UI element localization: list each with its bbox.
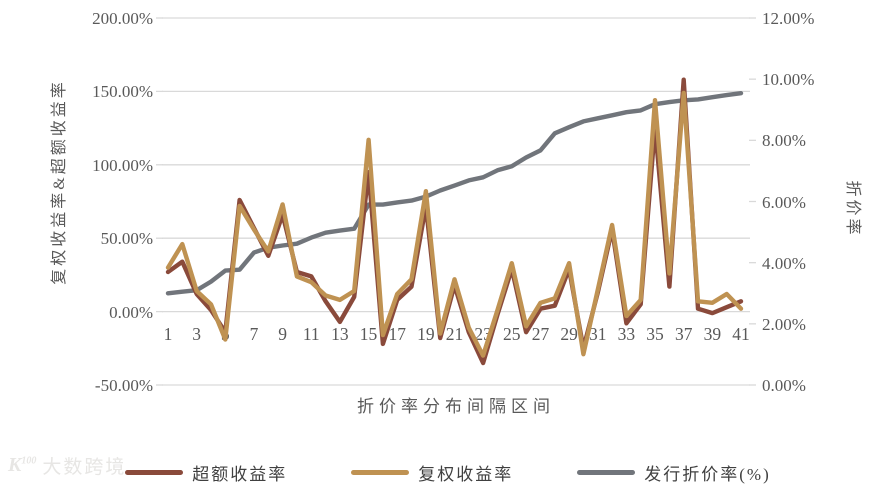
x-tick-label: 1 (164, 324, 173, 344)
x-tick-label: 27 (532, 324, 550, 344)
right-axis-tick-label: 10.00% (762, 70, 815, 90)
x-tick-label: 17 (388, 324, 406, 344)
x-tick-label: 7 (250, 324, 259, 344)
legend-swatch-issue-discount-rate (577, 470, 636, 475)
x-tick-label: 19 (417, 324, 435, 344)
x-axis-title: 折价率分布间隔区间 (357, 397, 555, 416)
x-tick-label: 11 (303, 324, 320, 344)
right-axis-tick-label: 4.00% (762, 253, 806, 273)
legend-label-adjusted-return: 复权收益率 (418, 465, 514, 484)
x-tick-label: 41 (732, 324, 750, 344)
x-tick-label: 13 (331, 324, 349, 344)
left-axis-tick-label: 50.00% (100, 229, 153, 249)
legend-swatch-excess-return (125, 470, 184, 475)
right-axis-tick-label: 6.00% (762, 192, 806, 212)
right-axis-tick-label: 8.00% (762, 131, 806, 151)
right-axis-tick-label: 12.00% (762, 9, 815, 28)
legend-label-issue-discount-rate: 发行折价率(%) (644, 465, 771, 484)
left-axis-tick-label: -50.00% (94, 376, 153, 395)
legend: 超额收益率 复权收益率 发行折价率(%) (0, 460, 896, 485)
x-tick-label: 39 (704, 324, 722, 344)
x-tick-label: 35 (646, 324, 664, 344)
watermark-text: 大数跨境 (42, 457, 127, 478)
x-tick-label: 21 (446, 324, 464, 344)
legend-label-excess-return: 超额收益率 (192, 465, 288, 484)
series-line-1 (165, 90, 744, 358)
x-tick-label: 37 (675, 324, 693, 344)
x-tick-label: 3 (192, 324, 201, 344)
x-tick-label: 31 (589, 324, 607, 344)
left-axis-tick-label: 200.00% (92, 9, 153, 28)
watermark-logo: K100 (8, 454, 37, 476)
left-axis-tick-label: 150.00% (92, 82, 153, 102)
right-axis-tick-label: 0.00% (762, 376, 806, 395)
legend-item-adjusted-return: 复权收益率 (351, 460, 513, 485)
legend-item-excess-return: 超额收益率 (125, 460, 287, 485)
x-tick-label: 33 (618, 324, 636, 344)
legend-swatch-adjusted-return (351, 470, 410, 475)
left-axis-title: 复权收益率&超额收益率 (51, 79, 68, 285)
watermark: K100 大数跨境 (8, 452, 126, 479)
x-tick-label: 25 (503, 324, 521, 344)
legend-item-issue-discount-rate: 发行折价率(%) (577, 460, 770, 485)
left-axis-tick-label: 0.00% (109, 302, 153, 322)
x-tick-label: 15 (360, 324, 378, 344)
x-tick-label: 29 (560, 324, 578, 344)
right-axis-tick-label: 2.00% (762, 314, 806, 334)
right-axis-title: 折价率 (844, 180, 861, 238)
x-tick-label: 9 (278, 324, 287, 344)
left-axis-tick-label: 100.00% (92, 155, 153, 175)
